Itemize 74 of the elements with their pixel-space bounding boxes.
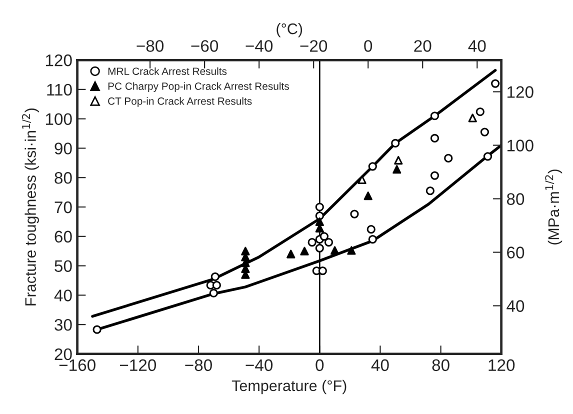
x2-axis-title: (°C) xyxy=(276,23,302,38)
point xyxy=(324,238,334,247)
point xyxy=(315,212,324,220)
y2-tick-label: 100 xyxy=(508,140,534,152)
point xyxy=(300,246,309,256)
point xyxy=(476,107,484,116)
point xyxy=(330,246,340,255)
x-tick-label: 0 xyxy=(316,359,324,372)
x2-tick-label: 40 xyxy=(468,40,486,52)
point xyxy=(364,192,372,200)
point xyxy=(350,210,359,218)
y-tick-label: 120 xyxy=(46,54,72,66)
point xyxy=(430,112,440,120)
x-axis-title: Temperature (°F) xyxy=(232,380,346,394)
x-tick-label: −80 xyxy=(185,359,212,372)
x-tick-label: 80 xyxy=(432,359,450,372)
x-tick-label: −160 xyxy=(59,359,96,372)
point xyxy=(391,138,400,148)
x2-tick-label: −40 xyxy=(246,40,273,52)
y-tick-label: 110 xyxy=(47,84,72,96)
point xyxy=(320,232,328,241)
legend-label: CT Pop-in Crack Arrest Results xyxy=(108,97,252,107)
point xyxy=(315,202,324,212)
point xyxy=(468,114,477,122)
point xyxy=(366,225,376,234)
y-tick-label: 100 xyxy=(46,113,72,126)
legend-label: PC Charpy Pop-in Crack Arrest Results xyxy=(108,82,289,92)
point xyxy=(209,288,218,298)
point xyxy=(394,156,403,165)
point xyxy=(315,217,324,226)
point xyxy=(92,325,102,334)
y-tick-label: 80 xyxy=(54,172,72,184)
y2-tick-label: 120 xyxy=(508,86,534,98)
x2-tick-label: −60 xyxy=(191,40,218,52)
x2-tick-label: −20 xyxy=(300,40,328,52)
y-tick-label: 40 xyxy=(54,290,72,302)
point xyxy=(426,186,435,196)
y-tick-label: 90 xyxy=(54,142,72,154)
point xyxy=(480,128,490,136)
point xyxy=(286,250,296,258)
point xyxy=(212,280,221,290)
x-tick-label: 40 xyxy=(371,359,389,372)
y-tick-label: 50 xyxy=(54,260,72,272)
legend-label: MRL Crack Arrest Results xyxy=(108,67,227,75)
y-tick-label: 60 xyxy=(54,230,72,243)
point xyxy=(368,235,377,244)
x-tick-label: −120 xyxy=(120,359,156,372)
x-tick-label: 120 xyxy=(488,359,515,372)
x2-tick-label: 20 xyxy=(414,40,432,52)
point xyxy=(491,79,500,88)
y-tick-label: 70 xyxy=(54,201,72,214)
point xyxy=(444,154,453,163)
x-tick-label: −40 xyxy=(246,359,273,372)
y2-tick-label: 80 xyxy=(506,193,524,205)
point xyxy=(358,175,366,184)
point xyxy=(318,266,327,276)
point xyxy=(210,272,220,281)
point xyxy=(315,244,324,252)
x2-tick-label: 0 xyxy=(364,40,372,52)
y-axis-title: Fracture toughness (ksi·in$^{1/2}$) xyxy=(22,108,39,306)
point xyxy=(392,165,402,174)
y-tick-label: 30 xyxy=(54,318,72,331)
point xyxy=(483,152,492,161)
y2-tick-label: 60 xyxy=(507,246,524,258)
point xyxy=(308,238,316,247)
point xyxy=(347,246,356,255)
point xyxy=(430,134,440,143)
y2-axis-title: (MPa·m$^{1/2}$) xyxy=(545,170,562,244)
x2-tick-label: −80 xyxy=(136,40,164,52)
line-series xyxy=(91,68,497,318)
point xyxy=(368,162,377,171)
y2-tick-label: 40 xyxy=(506,300,524,312)
y-tick-label: 20 xyxy=(54,348,72,360)
point xyxy=(430,171,440,180)
